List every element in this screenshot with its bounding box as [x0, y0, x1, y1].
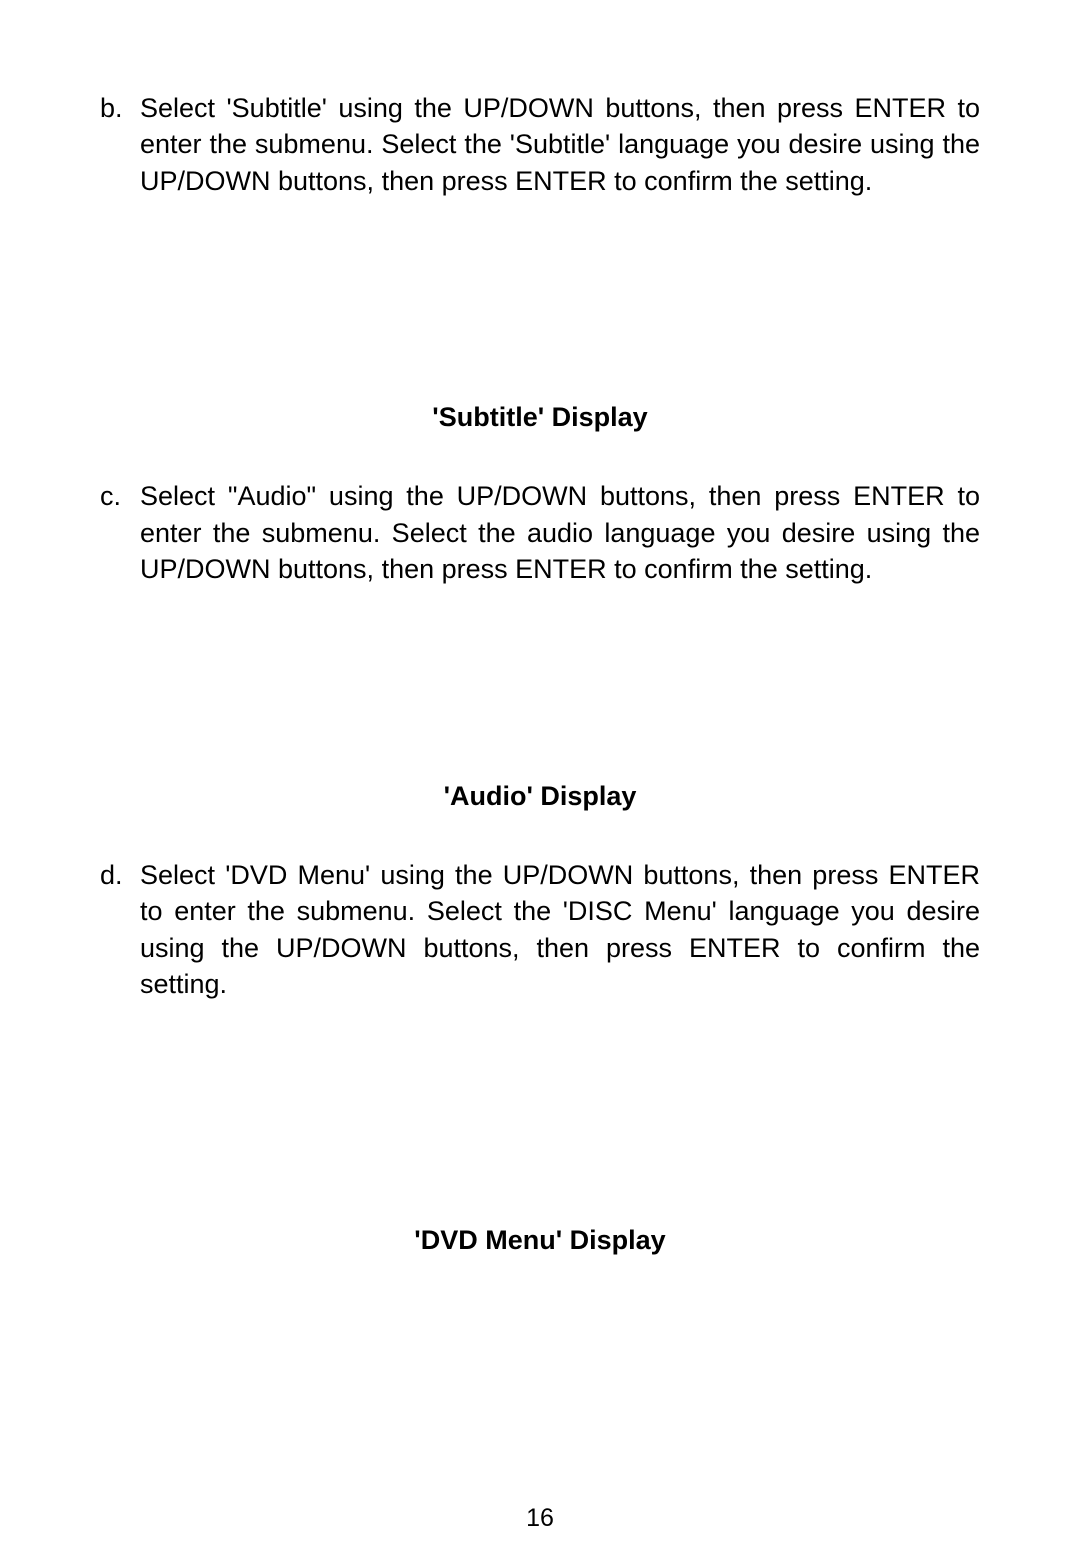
item-text: Select 'DVD Menu' using the UP/DOWN butt…	[140, 857, 980, 1003]
list-item-c: c. Select "Audio" using the UP/DOWN butt…	[100, 478, 980, 587]
item-marker: d.	[100, 857, 140, 1003]
item-marker: b.	[100, 90, 140, 199]
list-item-d: d. Select 'DVD Menu' using the UP/DOWN b…	[100, 857, 980, 1003]
page-number: 16	[0, 1504, 1080, 1533]
item-text: Select 'Subtitle' using the UP/DOWN butt…	[140, 90, 980, 199]
list-item-b: b. Select 'Subtitle' using the UP/DOWN b…	[100, 90, 980, 199]
item-marker: c.	[100, 478, 140, 587]
image-placeholder	[100, 1010, 980, 1225]
caption-audio-display: 'Audio' Display	[100, 781, 980, 812]
caption-subtitle-display: 'Subtitle' Display	[100, 402, 980, 433]
item-text: Select "Audio" using the UP/DOWN buttons…	[140, 478, 980, 587]
caption-dvd-menu-display: 'DVD Menu' Display	[100, 1225, 980, 1256]
document-page: b. Select 'Subtitle' using the UP/DOWN b…	[0, 0, 1080, 1563]
image-placeholder	[100, 207, 980, 402]
image-placeholder	[100, 596, 980, 781]
